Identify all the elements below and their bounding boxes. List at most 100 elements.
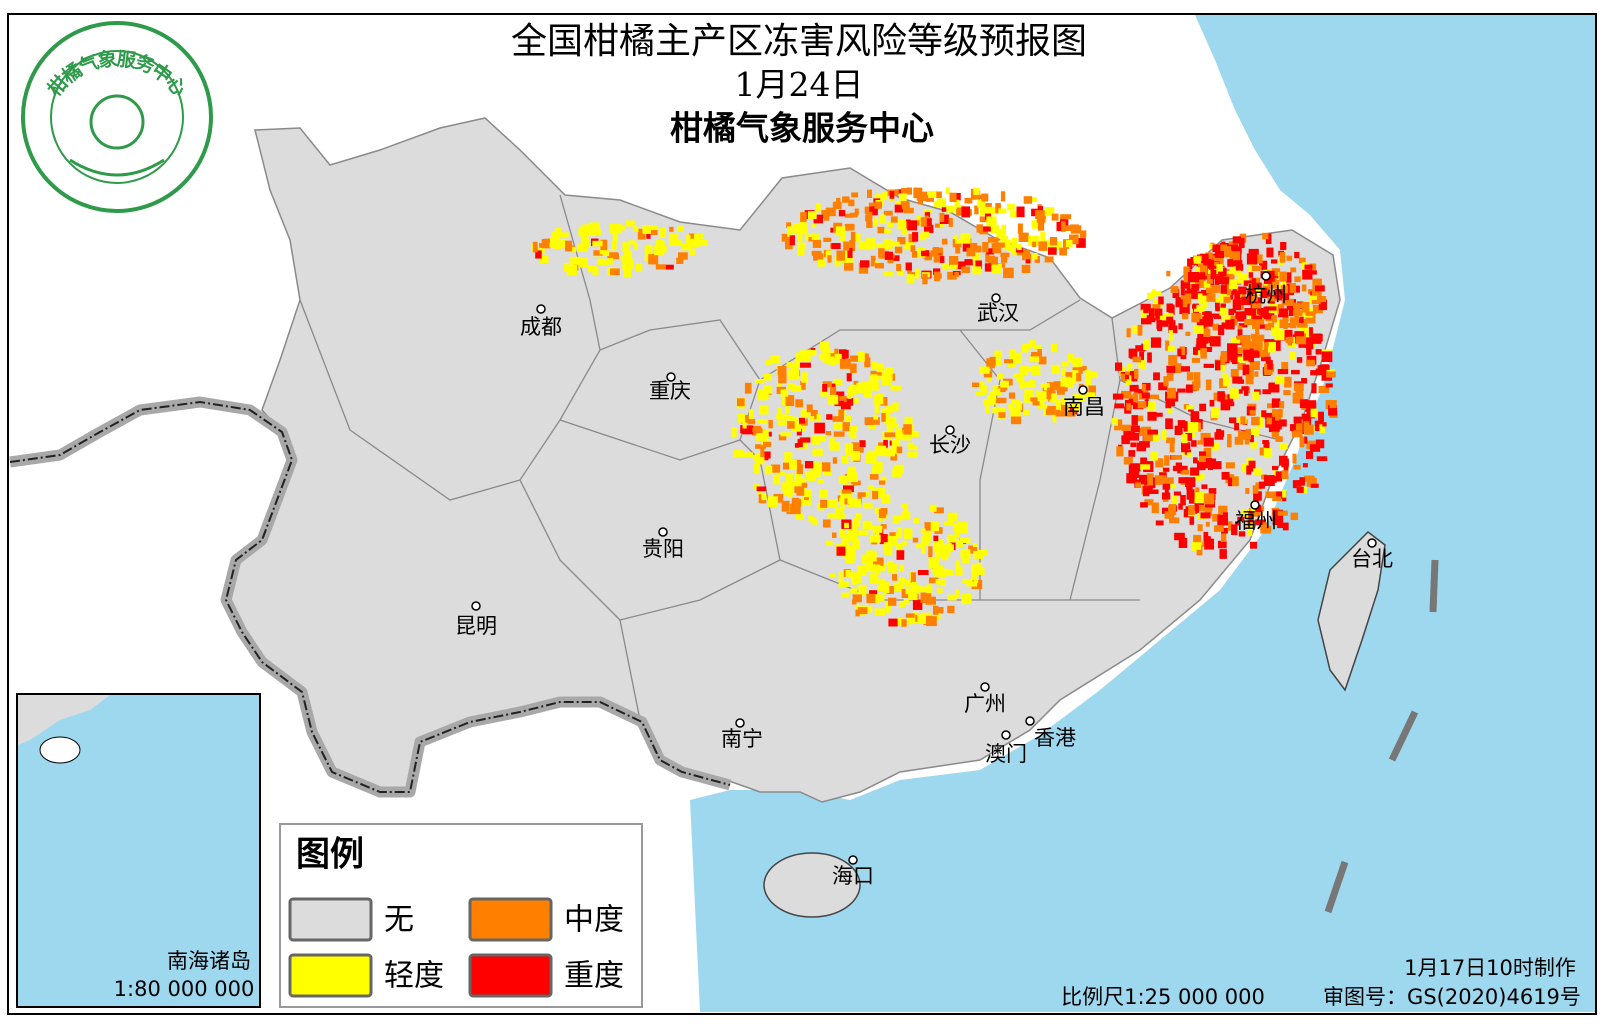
risk-cell — [1032, 253, 1038, 260]
risk-cell — [794, 478, 806, 490]
risk-cell — [1112, 393, 1124, 400]
risk-cell — [1279, 319, 1289, 329]
risk-cell — [1191, 542, 1201, 550]
risk-cell — [623, 251, 633, 261]
risk-cell — [928, 190, 938, 198]
risk-cell — [1291, 430, 1303, 438]
risk-cell — [795, 399, 803, 408]
risk-cell — [897, 617, 905, 626]
risk-cell — [622, 260, 630, 271]
risk-cell — [1237, 313, 1245, 322]
risk-cell — [800, 380, 806, 390]
risk-cell — [973, 187, 980, 195]
risk-cell — [1309, 444, 1321, 452]
risk-cell — [970, 188, 976, 200]
risk-cell — [1252, 391, 1260, 401]
risk-cell — [791, 424, 802, 432]
risk-cell — [1055, 399, 1061, 409]
risk-cell — [1234, 436, 1244, 445]
risk-cell — [1212, 461, 1222, 470]
risk-cell — [1126, 364, 1133, 371]
risk-cell — [861, 554, 868, 565]
risk-cell — [885, 605, 891, 613]
risk-cell — [1153, 372, 1160, 381]
risk-cell — [833, 431, 845, 437]
risk-cell — [882, 191, 887, 200]
risk-cell — [1318, 333, 1323, 342]
risk-cell — [781, 500, 790, 512]
risk-cell — [1031, 208, 1039, 217]
risk-cell — [1070, 224, 1079, 232]
risk-cell — [1168, 484, 1177, 489]
city-label: 重庆 — [649, 379, 691, 403]
risk-cell — [648, 253, 659, 265]
risk-cell — [853, 398, 859, 403]
risk-cell — [1194, 304, 1205, 312]
risk-cell — [906, 580, 914, 587]
hainan-island — [763, 852, 861, 918]
risk-cell — [851, 573, 862, 583]
risk-cell — [870, 255, 876, 267]
risk-cell — [987, 398, 998, 405]
risk-cell — [875, 445, 887, 457]
risk-cell — [786, 415, 794, 421]
risk-cell — [1228, 521, 1233, 531]
risk-cell — [796, 487, 805, 496]
risk-cell — [1248, 272, 1254, 278]
risk-cell — [535, 250, 542, 259]
risk-cell — [832, 457, 838, 464]
risk-cell — [1217, 514, 1224, 526]
risk-cell — [1248, 341, 1257, 349]
risk-cell — [819, 341, 829, 351]
risk-cell — [1223, 296, 1231, 303]
risk-cell — [827, 512, 838, 519]
risk-cell — [1249, 361, 1260, 371]
risk-cell — [1193, 457, 1198, 464]
risk-cell — [628, 258, 634, 269]
risk-cell — [1000, 380, 1009, 388]
risk-cell — [1147, 352, 1152, 363]
risk-cell — [1193, 325, 1204, 334]
risk-cell — [578, 258, 588, 268]
risk-cell — [894, 402, 899, 411]
risk-cell — [811, 233, 819, 240]
risk-cell — [961, 266, 971, 273]
risk-cell — [933, 566, 943, 577]
risk-cell — [1029, 340, 1036, 348]
risk-cell — [1295, 389, 1304, 399]
risk-cell — [1237, 329, 1243, 336]
risk-cell — [1232, 376, 1243, 384]
risk-cell — [933, 247, 939, 253]
risk-cell — [1219, 549, 1227, 559]
risk-cell — [1175, 299, 1186, 304]
risk-cell — [1207, 293, 1216, 302]
risk-cell — [777, 420, 788, 426]
risk-cell — [1173, 491, 1181, 496]
risk-cell — [880, 397, 888, 406]
risk-cell — [790, 416, 799, 423]
risk-cell — [1283, 390, 1291, 396]
risk-cell — [1134, 368, 1139, 379]
risk-cell — [778, 471, 785, 476]
risk-cell — [982, 242, 989, 253]
risk-cell — [904, 207, 914, 214]
risk-cell — [1049, 393, 1057, 403]
risk-cell — [1168, 504, 1177, 515]
risk-cell — [907, 451, 918, 458]
risk-cell — [677, 226, 684, 232]
risk-cell — [1221, 471, 1230, 480]
risk-cell — [1241, 386, 1249, 391]
risk-cell — [912, 232, 919, 242]
risk-cell — [1215, 298, 1225, 303]
risk-cell — [991, 263, 1002, 274]
risk-cell — [1274, 329, 1285, 341]
risk-cell — [1197, 339, 1209, 344]
risk-cell — [767, 496, 778, 508]
risk-cell — [1177, 348, 1182, 357]
risk-cell — [738, 413, 746, 423]
risk-cell — [1111, 418, 1119, 425]
risk-cell — [933, 535, 939, 544]
risk-cell — [924, 540, 931, 546]
risk-cell — [1250, 348, 1259, 357]
